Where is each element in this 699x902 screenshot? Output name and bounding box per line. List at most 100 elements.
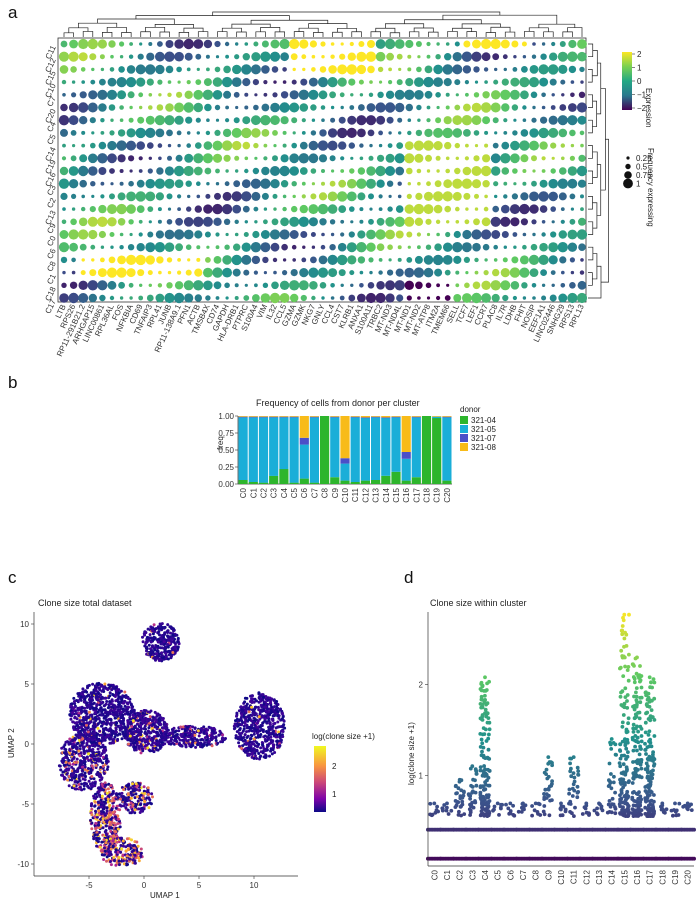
heatmap-dot <box>511 256 519 264</box>
heatmap-dot <box>100 67 105 72</box>
heatmap-dot <box>148 156 152 160</box>
umap-point <box>80 741 84 744</box>
x-tick-label: C5 <box>290 487 299 498</box>
umap-point <box>237 732 241 735</box>
dendrogram-branch <box>524 31 535 37</box>
heatmap-dot <box>300 294 307 302</box>
heatmap-dot <box>491 230 501 239</box>
umap-point <box>82 773 86 777</box>
heatmap-dot <box>560 219 565 224</box>
umap-point <box>162 640 166 644</box>
umap-point <box>86 684 90 688</box>
heatmap-dot <box>250 242 262 253</box>
heatmap-dot <box>262 256 269 264</box>
dendrogram-branch <box>121 32 132 37</box>
x-tick-label: C17 <box>412 487 421 502</box>
umap-point <box>103 849 107 853</box>
heatmap-dot <box>320 244 326 250</box>
heatmap-dot <box>433 77 443 87</box>
heatmap-dot <box>100 257 105 263</box>
heatmap-dot <box>91 67 95 72</box>
heatmap-dot <box>317 203 329 215</box>
heatmap-dot <box>349 206 355 212</box>
umap-point <box>243 733 247 737</box>
umap-point <box>72 725 76 729</box>
umap-point <box>280 712 284 716</box>
umap-point <box>266 707 270 711</box>
heatmap-dot <box>139 283 143 287</box>
umap-point <box>87 779 91 783</box>
heatmap-dot <box>231 191 242 202</box>
umap-point <box>271 724 275 728</box>
heatmap-dot <box>187 194 191 199</box>
umap-point <box>124 727 128 731</box>
umap-point <box>260 705 264 709</box>
heatmap-dot <box>117 218 126 226</box>
heatmap-dot <box>175 154 183 162</box>
heatmap-dot <box>139 42 143 46</box>
heatmap-dot <box>166 257 173 263</box>
strip-points <box>426 612 696 861</box>
umap-point <box>263 749 267 753</box>
umap-point <box>143 792 147 795</box>
heatmap-dot <box>480 165 492 177</box>
heatmap-dot <box>538 254 549 265</box>
heatmap-dot <box>177 258 182 262</box>
heatmap-dot <box>215 232 220 237</box>
umap-point <box>149 738 153 742</box>
heatmap-dot <box>568 39 577 49</box>
heatmap-dot <box>196 131 200 135</box>
heatmap-dot <box>70 218 77 226</box>
heatmap-dot <box>569 129 576 137</box>
umap-point <box>271 714 275 718</box>
y-tick-label: 0.00 <box>218 480 234 489</box>
heatmap-dot <box>454 79 461 86</box>
x-tick-label: C10 <box>341 487 350 502</box>
umap-point <box>80 709 84 713</box>
heatmap-dot <box>528 254 540 265</box>
umap-point <box>112 713 116 717</box>
heatmap-dot <box>138 92 144 98</box>
umap-point <box>130 731 134 735</box>
umap-point <box>252 720 256 724</box>
umap-point <box>97 809 101 813</box>
heatmap-dot <box>329 180 336 187</box>
umap-point <box>111 790 115 794</box>
strip-point <box>456 800 461 805</box>
umap-point <box>167 740 171 744</box>
heatmap-dot <box>69 281 78 289</box>
heatmap-dot <box>511 40 519 48</box>
heatmap-dot <box>338 141 347 150</box>
heatmap-dot <box>570 80 575 84</box>
bar-segment <box>360 418 370 481</box>
strip-point <box>429 813 434 818</box>
dendrogram-branch <box>293 31 305 37</box>
heatmap-dot <box>128 155 135 162</box>
heatmap-dot <box>386 116 394 124</box>
umap-point <box>109 860 112 863</box>
heatmap-dot <box>455 220 460 224</box>
umap-point <box>130 710 134 714</box>
heatmap-dot <box>444 141 452 150</box>
umap-point <box>249 743 253 747</box>
umap-point <box>166 643 169 646</box>
umap-point <box>133 859 137 863</box>
heatmap-dot <box>386 180 394 187</box>
heatmap-dot <box>244 283 248 287</box>
heatmap-dot <box>569 155 576 161</box>
heatmap-dot <box>155 51 165 62</box>
strip-point <box>487 727 492 732</box>
heatmap-dot <box>177 270 182 275</box>
heatmap-dot <box>196 257 201 262</box>
heatmap-dot <box>243 232 249 237</box>
heatmap-dot <box>269 229 281 240</box>
umap-point <box>104 722 108 726</box>
umap-point <box>155 727 159 731</box>
heatmap-dot <box>484 130 489 135</box>
umap-point <box>94 763 98 767</box>
umap-point <box>126 847 130 851</box>
heatmap-dot <box>273 207 277 211</box>
umap-point <box>96 726 100 730</box>
heatmap-dot <box>465 207 469 211</box>
umap-point <box>237 741 241 745</box>
